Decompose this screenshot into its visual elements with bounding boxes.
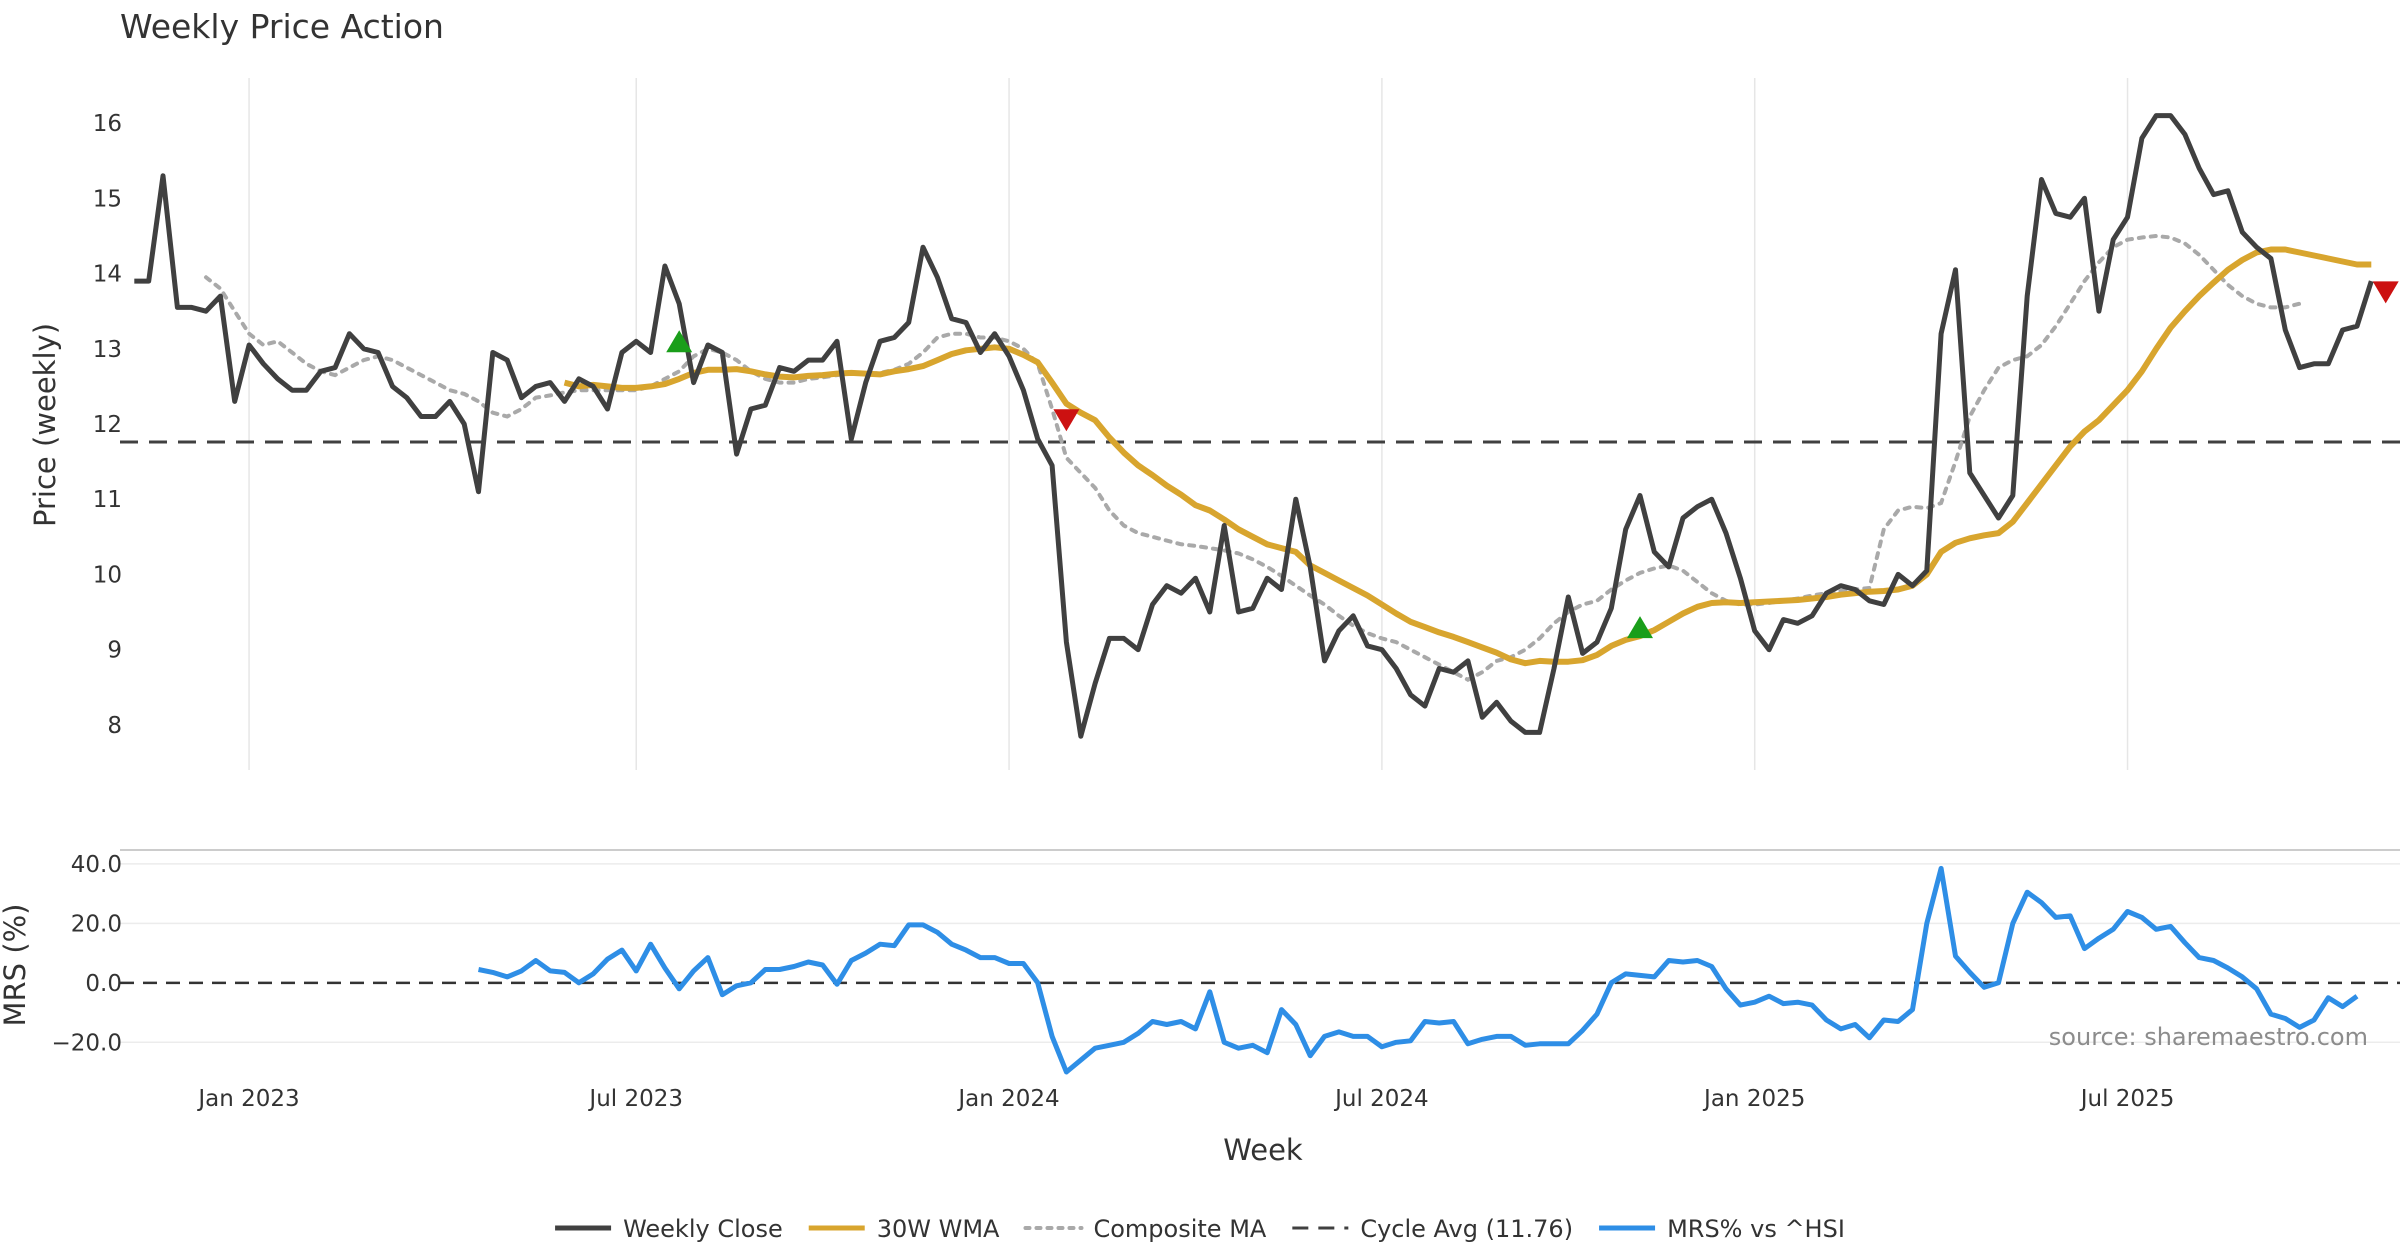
legend: Weekly Close 30W WMA Composite MA Cycle Avg… <box>555 1215 1845 1243</box>
signal-markers <box>666 281 2399 639</box>
legend-item: Weekly Close <box>555 1215 783 1243</box>
x-tick-labels: Jan 2023 Jul 2023 Jan 2024 Jul 2024 Jan 2025… <box>196 1086 2174 1112</box>
x-tick-label: Jul 2025 <box>2079 1086 2175 1112</box>
x-tick-label: Jan 2023 <box>196 1086 299 1112</box>
x-tick-label: Jan 2024 <box>956 1086 1059 1112</box>
mrs-y-tick-label: 20.0 <box>71 911 122 937</box>
chart-title: Weekly Price Action <box>120 7 444 46</box>
legend-label: 30W WMA <box>877 1215 1000 1243</box>
sell-signal-marker <box>2372 281 2399 304</box>
x-axis-label: Week <box>1223 1133 1303 1167</box>
price-y-tick-label: 9 <box>107 638 122 664</box>
price-panel: 8 9 10 11 12 13 14 15 16 Price (weekly) <box>28 78 2400 770</box>
mrs-series-lines <box>120 865 2400 1075</box>
mrs-line <box>478 865 2359 1075</box>
price-y-tick-label: 16 <box>93 111 122 137</box>
price-y-tick-label: 8 <box>107 713 122 739</box>
legend-label: MRS% vs ^HSI <box>1667 1215 1845 1243</box>
price-y-tick-label: 10 <box>93 562 122 588</box>
price-y-axis-label: Price (weekly) <box>28 323 62 527</box>
price-gridlines <box>248 78 2129 770</box>
mrs-panel: −20.0 0.0 20.0 40.0 MRS (%) source: sharema… <box>0 852 2400 1075</box>
mrs-y-axis-label: MRS (%) <box>0 904 32 1027</box>
price-series-lines <box>120 113 2400 739</box>
x-tick-label: Jan 2025 <box>1702 1086 1805 1112</box>
mrs-y-tick-label: 0.0 <box>85 971 122 997</box>
mrs-y-tick-labels: −20.0 0.0 20.0 40.0 <box>52 852 122 1056</box>
legend-item: MRS% vs ^HSI <box>1599 1215 1845 1243</box>
buy-signal-marker <box>1627 616 1653 639</box>
mrs-y-tick-label: −20.0 <box>52 1030 122 1056</box>
legend-label: Composite MA <box>1093 1215 1266 1243</box>
price-y-tick-label: 12 <box>93 412 122 438</box>
source-label: source: sharemaestro.com <box>2049 1023 2368 1051</box>
price-y-tick-label: 11 <box>93 487 122 513</box>
price-y-tick-label: 13 <box>93 337 122 363</box>
legend-label: Cycle Avg (11.76) <box>1360 1215 1573 1243</box>
buy-signal-marker <box>666 330 693 353</box>
composite-ma-line <box>204 233 2302 682</box>
price-y-tick-label: 15 <box>93 186 122 212</box>
legend-item: 30W WMA <box>808 1215 1000 1243</box>
legend-item: Cycle Avg (11.76) <box>1292 1215 1573 1243</box>
legend-label: Weekly Close <box>623 1215 783 1243</box>
wma-30w-line <box>563 246 2372 667</box>
weekly-close-line <box>134 113 2374 739</box>
x-tick-label: Jul 2023 <box>587 1086 683 1112</box>
mrs-y-tick-label: 40.0 <box>71 852 122 878</box>
price-y-tick-labels: 8 9 10 11 12 13 14 15 16 <box>93 111 122 739</box>
x-tick-label: Jul 2024 <box>1333 1086 1429 1112</box>
legend-item: Composite MA <box>1023 1215 1267 1243</box>
sell-signal-marker <box>1053 409 1080 432</box>
price-y-tick-label: 14 <box>93 262 122 288</box>
mrs-gridlines <box>120 863 2400 1044</box>
